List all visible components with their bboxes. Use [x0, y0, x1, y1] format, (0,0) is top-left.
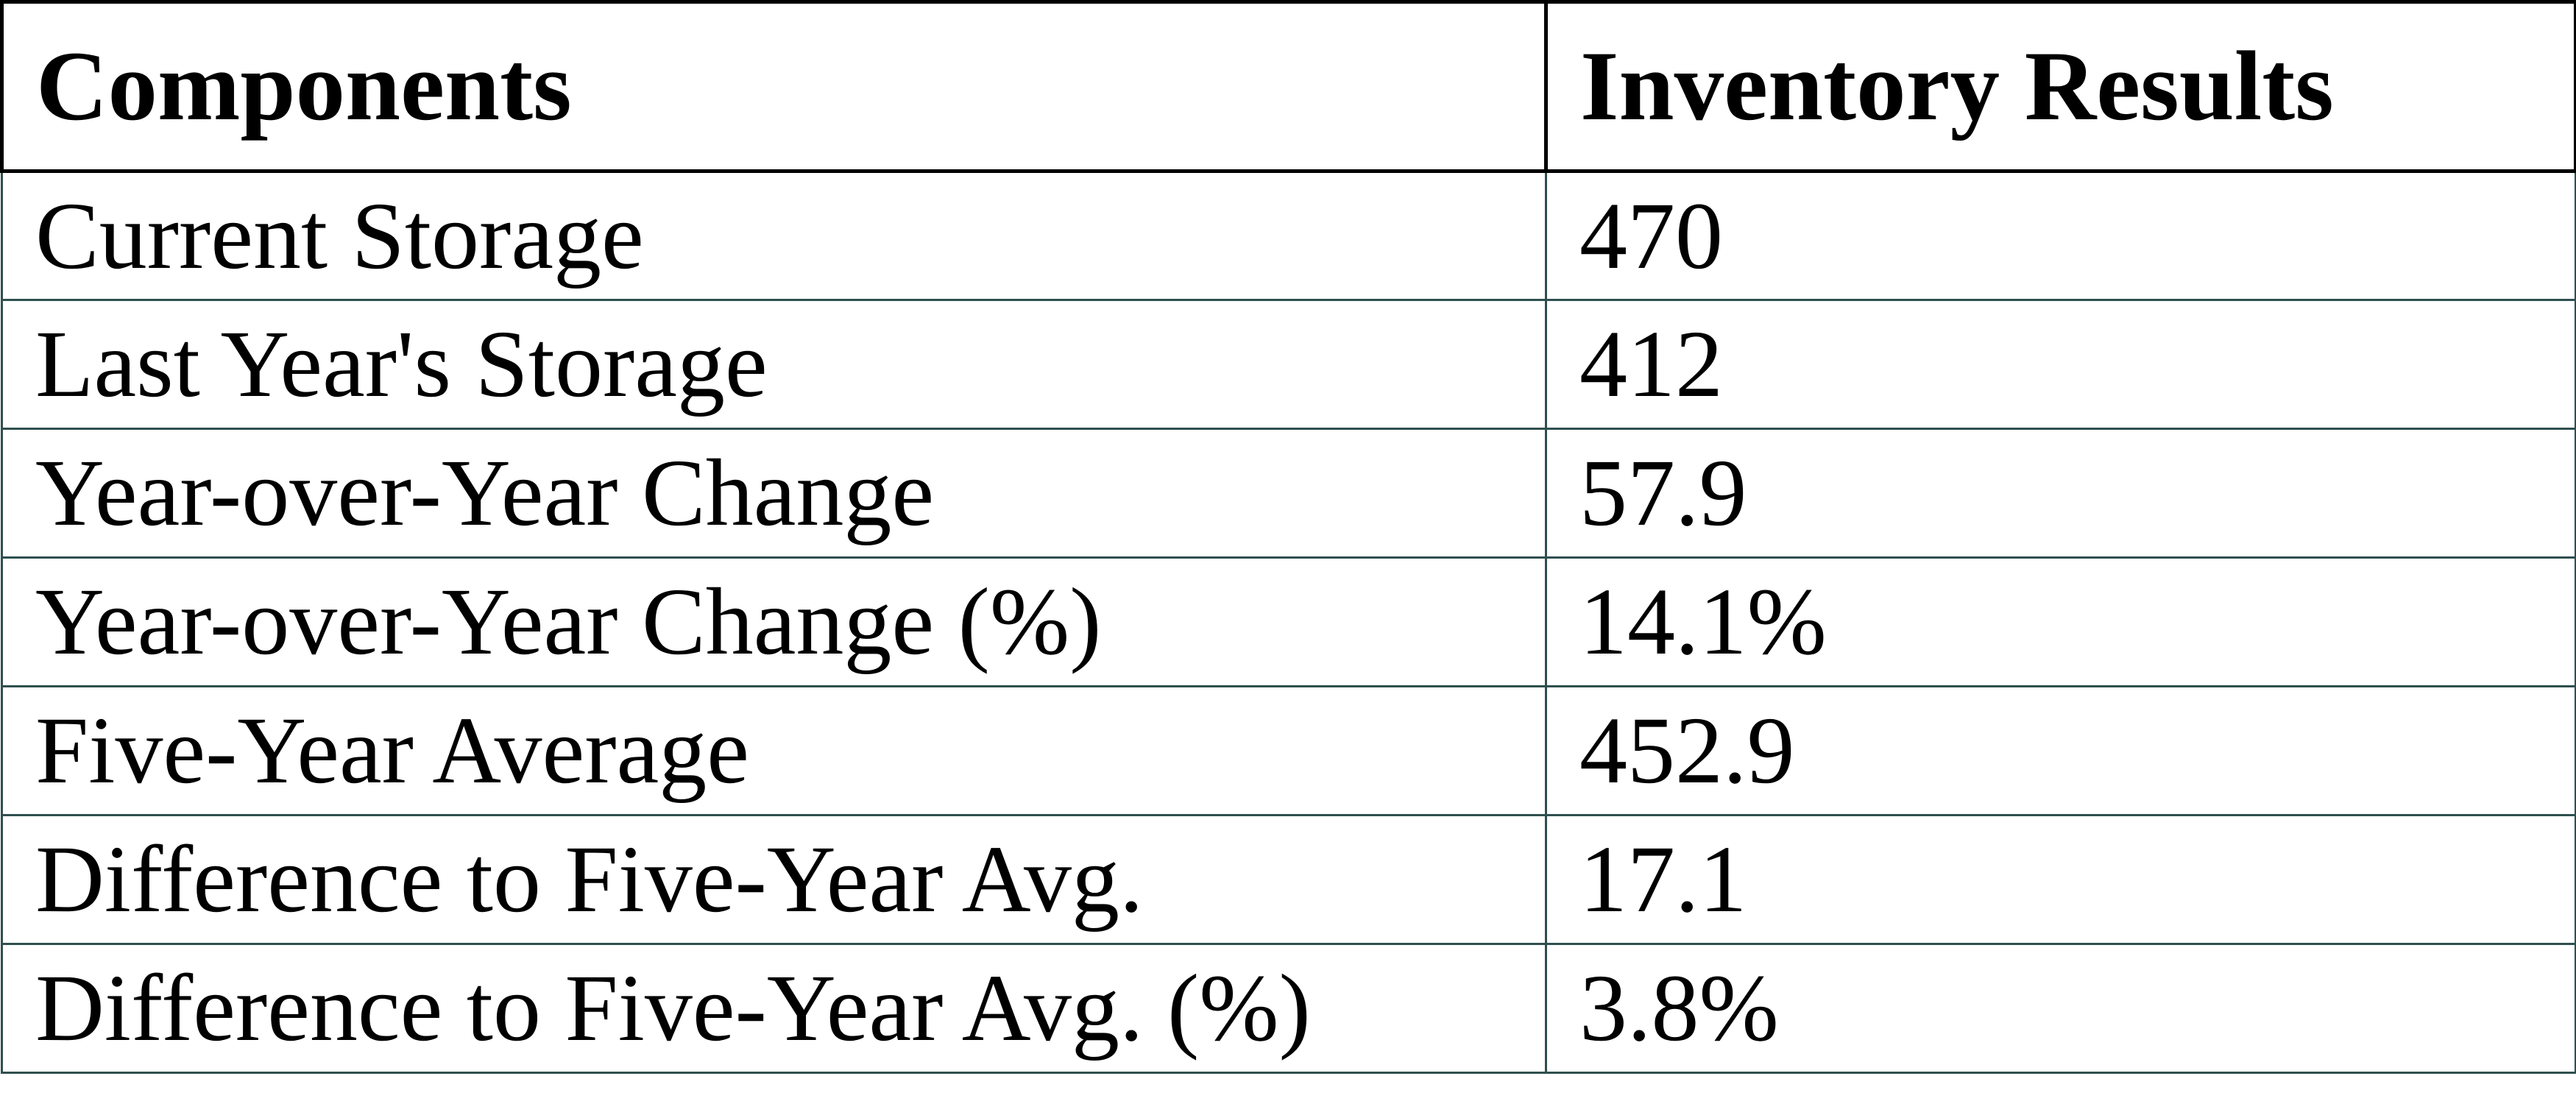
table-row-diff-five-year-avg-pct: Difference to Five-Year Avg. (%) 3.8% [1, 943, 2576, 1074]
table-row-yoy-change-pct: Year-over-Year Change (%) 14.1% [1, 556, 2576, 687]
table-row-last-years-storage: Last Year's Storage 412 [1, 299, 2576, 430]
header-row: Components Inventory Results [0, 0, 2576, 173]
row-value: 3.8% [1545, 943, 2576, 1074]
row-value: 14.1% [1545, 556, 2576, 687]
row-value: 412 [1545, 299, 2576, 430]
header-cell-inventory-results: Inventory Results [1544, 0, 2576, 173]
row-value: 470 [1545, 170, 2576, 301]
table-row-five-year-average: Five-Year Average 452.9 [1, 685, 2576, 816]
table-row-yoy-change: Year-over-Year Change 57.9 [1, 428, 2576, 559]
row-label: Difference to Five-Year Avg. (%) [1, 943, 1547, 1074]
row-label: Difference to Five-Year Avg. [1, 814, 1547, 945]
row-label: Last Year's Storage [1, 299, 1547, 430]
row-value: 57.9 [1545, 428, 2576, 559]
row-value: 17.1 [1545, 814, 2576, 945]
row-label: Year-over-Year Change (%) [1, 556, 1547, 687]
row-label: Current Storage [1, 170, 1547, 301]
header-cell-components: Components [0, 0, 1548, 173]
inventory-results-table: Components Inventory Results Current Sto… [0, 0, 2576, 1074]
row-value: 452.9 [1545, 685, 2576, 816]
table-row-diff-five-year-avg: Difference to Five-Year Avg. 17.1 [1, 814, 2576, 945]
row-label: Year-over-Year Change [1, 428, 1547, 559]
row-label: Five-Year Average [1, 685, 1547, 816]
table-row-current-storage: Current Storage 470 [1, 170, 2576, 301]
